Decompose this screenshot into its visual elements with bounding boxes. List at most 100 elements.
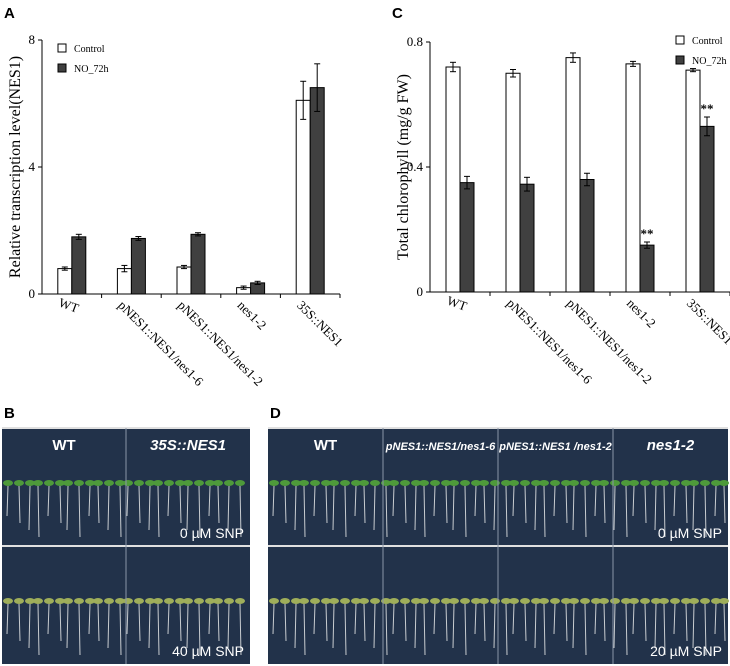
error-bar bbox=[584, 172, 590, 187]
root bbox=[474, 603, 477, 635]
leaf bbox=[670, 598, 680, 604]
leaf bbox=[351, 480, 361, 486]
error-bar bbox=[704, 116, 710, 137]
leaf bbox=[340, 480, 350, 486]
leaf bbox=[441, 480, 451, 486]
error-bar bbox=[240, 285, 247, 290]
error-bar bbox=[75, 233, 82, 240]
leaf bbox=[591, 480, 601, 486]
leaf bbox=[93, 598, 103, 604]
leaf bbox=[280, 598, 290, 604]
leaf bbox=[280, 480, 290, 486]
y-tick-label: 4 bbox=[29, 159, 36, 174]
leaf bbox=[44, 598, 54, 604]
leaf bbox=[235, 598, 245, 604]
leaf bbox=[711, 598, 721, 604]
leaf bbox=[123, 598, 133, 604]
leaf bbox=[689, 598, 699, 604]
root bbox=[157, 485, 160, 538]
leaf bbox=[63, 598, 73, 604]
root bbox=[28, 485, 31, 531]
leaf bbox=[411, 480, 421, 486]
bar bbox=[459, 182, 475, 293]
root bbox=[294, 485, 297, 531]
root bbox=[543, 485, 546, 538]
leaf bbox=[93, 480, 103, 486]
leaf bbox=[501, 480, 511, 486]
leaf bbox=[194, 480, 204, 486]
root bbox=[78, 485, 81, 538]
leaf bbox=[153, 480, 163, 486]
root bbox=[208, 603, 211, 635]
root bbox=[493, 603, 496, 649]
panel-letter: B bbox=[4, 405, 15, 422]
root bbox=[126, 603, 129, 635]
root bbox=[433, 485, 436, 517]
legend-label: NO_72h bbox=[74, 64, 108, 75]
root bbox=[433, 603, 436, 635]
root bbox=[126, 485, 129, 517]
root bbox=[654, 485, 657, 531]
bar bbox=[639, 244, 655, 293]
root bbox=[625, 603, 628, 656]
leaf bbox=[681, 598, 691, 604]
leaf bbox=[531, 598, 541, 604]
leaf bbox=[389, 480, 399, 486]
leaf bbox=[14, 480, 24, 486]
leaf bbox=[153, 598, 163, 604]
photo-column-label: WT bbox=[314, 437, 337, 454]
root bbox=[272, 485, 275, 517]
leaf bbox=[310, 598, 320, 604]
root bbox=[119, 485, 122, 538]
photo-row-label: 40 µM SNP bbox=[172, 643, 244, 659]
leaf bbox=[134, 480, 144, 486]
root bbox=[483, 485, 486, 524]
bar bbox=[309, 87, 325, 295]
leaf bbox=[370, 598, 380, 604]
leaf bbox=[205, 598, 215, 604]
legend-swatch bbox=[57, 63, 67, 73]
root bbox=[714, 603, 717, 635]
y-tick-label: 0.8 bbox=[407, 34, 423, 49]
root bbox=[66, 485, 69, 531]
leaf bbox=[539, 598, 549, 604]
root bbox=[354, 485, 357, 517]
error-bar bbox=[181, 264, 187, 270]
leaf bbox=[640, 598, 650, 604]
leaf bbox=[539, 480, 549, 486]
root bbox=[603, 603, 606, 642]
root bbox=[685, 485, 688, 524]
leaf bbox=[610, 480, 620, 486]
root bbox=[404, 603, 407, 642]
photo-column-label: nes1-2 bbox=[647, 437, 695, 454]
root bbox=[344, 485, 347, 538]
leaf bbox=[501, 598, 511, 604]
root bbox=[704, 603, 707, 656]
y-axis-label: Relative transcription level(NES1) bbox=[7, 56, 24, 278]
root bbox=[332, 485, 335, 531]
error-bar bbox=[314, 63, 321, 112]
root bbox=[148, 485, 151, 531]
leaf bbox=[224, 598, 234, 604]
root bbox=[37, 603, 40, 656]
root bbox=[474, 485, 477, 517]
legend-label: NO_72h bbox=[692, 56, 726, 67]
leaf bbox=[550, 480, 560, 486]
leaf bbox=[520, 480, 530, 486]
root bbox=[157, 603, 160, 656]
legend-swatch bbox=[675, 55, 685, 65]
leaf bbox=[145, 598, 155, 604]
leaf bbox=[471, 480, 481, 486]
y-tick-label: 0.4 bbox=[407, 159, 424, 174]
leaf bbox=[134, 598, 144, 604]
root bbox=[392, 603, 395, 635]
root bbox=[148, 603, 151, 649]
x-tick-label: 35S::NES1 bbox=[294, 298, 346, 350]
photo-column-label: WT bbox=[52, 437, 75, 454]
leaf bbox=[400, 598, 410, 604]
error-bar bbox=[690, 68, 696, 73]
root bbox=[303, 485, 306, 538]
root bbox=[37, 485, 40, 538]
root bbox=[198, 485, 201, 538]
